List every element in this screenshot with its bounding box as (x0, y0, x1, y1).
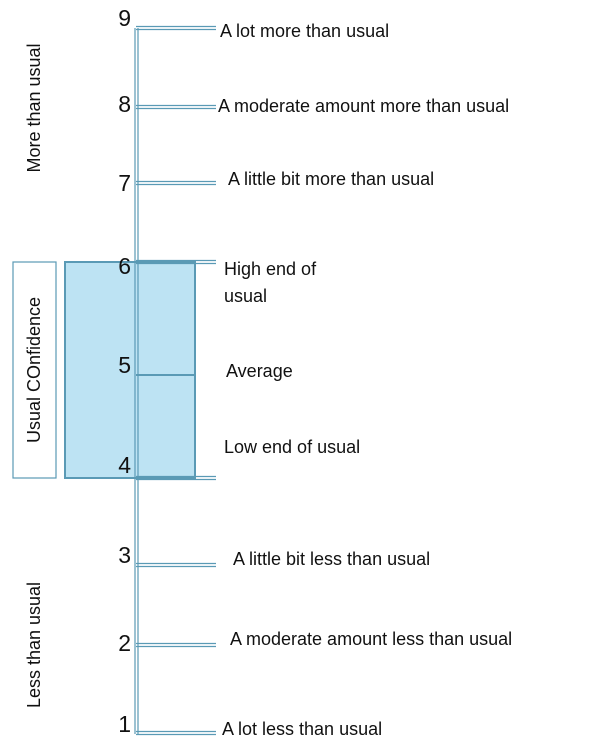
level-label: A lot more than usual (220, 21, 389, 41)
level-label: A little bit less than usual (233, 549, 430, 569)
level-label: A little bit more than usual (228, 169, 434, 189)
level-label: A moderate amount less than usual (230, 629, 512, 649)
level-number: 7 (118, 170, 131, 196)
usual-range-box (64, 261, 196, 479)
more-label: More than usual (24, 43, 44, 172)
level-number: 8 (118, 91, 131, 117)
level-number: 3 (118, 542, 131, 568)
level-number: 6 (118, 253, 131, 279)
level-label: usual (224, 286, 267, 306)
level-number: 2 (118, 630, 131, 656)
level-number: 1 (118, 711, 131, 737)
level-number: 4 (118, 452, 131, 478)
usual-label: Usual COnfidence (24, 297, 44, 443)
level-number: 5 (118, 352, 131, 378)
level-label: High end of (224, 259, 317, 279)
level-label: A lot less than usual (222, 719, 382, 739)
level-number: 9 (118, 5, 131, 31)
usual-label-box (12, 261, 57, 479)
level-label: Average (226, 361, 293, 381)
less-label: Less than usual (24, 582, 44, 708)
level-label: A moderate amount more than usual (218, 96, 509, 116)
level-label: Low end of usual (224, 437, 360, 457)
